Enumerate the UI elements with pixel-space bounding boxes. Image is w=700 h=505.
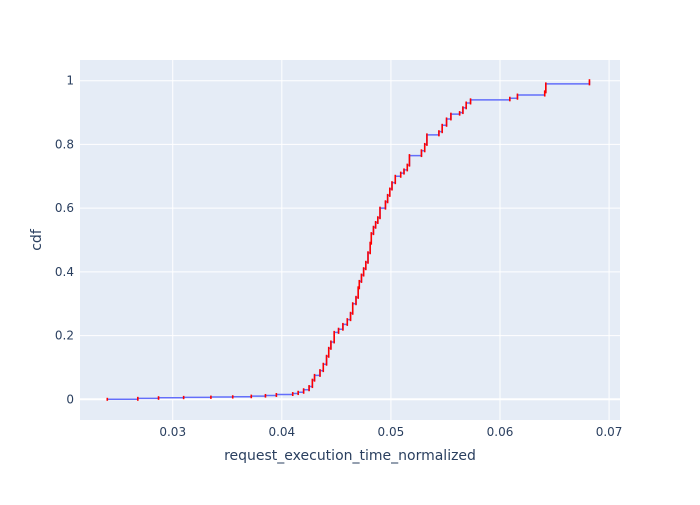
y-axis-title: cdf (29, 228, 45, 251)
y-tick-label: 0.4 (55, 265, 74, 279)
y-tick-label: 0.2 (55, 329, 74, 343)
y-tick-label: 0.8 (55, 137, 74, 151)
x-tick-label: 0.04 (268, 425, 295, 439)
tick-labels: 0.03 0.04 0.05 0.06 0.07 0 0.2 0.4 0.6 0.8 1 (55, 74, 623, 439)
x-tick-label: 0.06 (487, 425, 514, 439)
grid-lines (80, 60, 620, 420)
y-tick-label: 0.6 (55, 201, 74, 215)
plot-area (80, 60, 620, 420)
x-axis-title: request_execution_time_normalized (224, 448, 476, 464)
y-tick-label: 0 (66, 392, 74, 406)
x-tick-label: 0.05 (378, 425, 405, 439)
marker-layer (106, 79, 591, 401)
x-tick-label: 0.03 (159, 425, 186, 439)
x-tick-label: 0.07 (596, 425, 623, 439)
y-tick-label: 1 (66, 74, 74, 88)
